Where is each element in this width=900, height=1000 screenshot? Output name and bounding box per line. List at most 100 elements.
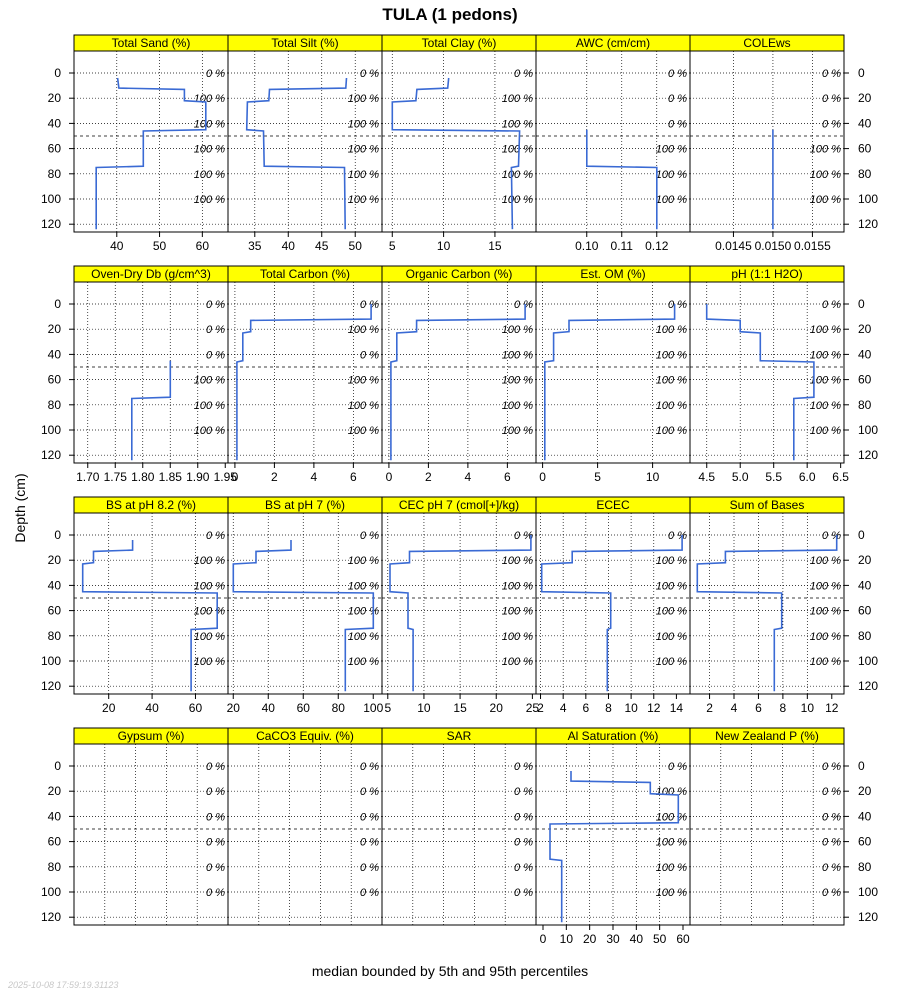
pct-label: 0 % <box>822 299 841 311</box>
pct-label: 100 % <box>810 144 841 156</box>
x-tick-label: 4 <box>465 470 472 484</box>
pct-label: 100 % <box>656 324 687 336</box>
x-tick-label: 0.0150 <box>755 239 792 253</box>
x-tick-label: 8 <box>605 701 612 715</box>
panel-title: Total Carbon (%) <box>260 267 350 281</box>
pct-label: 100 % <box>348 194 379 206</box>
panel-18: SAR 0 % 0 % 0 % 0 % 0 % 0 % <box>381 727 537 926</box>
pct-label: 100 % <box>348 169 379 181</box>
pct-label: 100 % <box>194 194 225 206</box>
x-tick-label: 4 <box>560 701 567 715</box>
y-tick-label: 60 <box>858 373 872 387</box>
x-tick-label: 40 <box>630 932 644 946</box>
x-tick-label: 5 <box>389 239 396 253</box>
pct-label: 0 % <box>668 118 687 130</box>
panel-6: Oven-Dry Db (g/cm^3) 0 % 0 % 0 % 100 % 100 % 1… <box>73 265 237 484</box>
pct-label: 0 % <box>668 68 687 80</box>
median-profile-line <box>95 77 207 230</box>
y-tick-label: 0 <box>858 528 865 542</box>
y-tick-label: 80 <box>48 398 62 412</box>
pct-label: 0 % <box>360 68 379 80</box>
y-tick-label: 60 <box>48 835 62 849</box>
pct-label: 100 % <box>810 375 841 387</box>
pct-label: 100 % <box>194 425 225 437</box>
y-tick-label: 0 <box>54 528 61 542</box>
x-tick-label: 50 <box>653 932 667 946</box>
pct-label: 0 % <box>668 761 687 773</box>
panel-title: BS at pH 8.2 (%) <box>106 498 196 512</box>
panel-8: Organic Carbon (%) 0 % 100 % 100 % 100 % 100 … <box>381 265 537 484</box>
pct-label: 0 % <box>360 887 379 899</box>
pct-label: 100 % <box>810 631 841 643</box>
y-tick-label: 120 <box>41 448 61 462</box>
pct-label: 100 % <box>502 606 533 618</box>
median-profile-line <box>549 771 680 923</box>
x-tick-label: 15 <box>453 701 467 715</box>
panel-frame <box>689 743 845 926</box>
pct-label: 100 % <box>502 93 533 105</box>
y-tick-label: 80 <box>48 629 62 643</box>
pct-label: 100 % <box>348 93 379 105</box>
panel-title: Oven-Dry Db (g/cm^3) <box>91 267 211 281</box>
x-tick-label: 30 <box>606 932 620 946</box>
panel-title: Total Clay (%) <box>422 36 497 50</box>
y-tick-label: 100 <box>858 192 878 206</box>
pct-label: 100 % <box>502 580 533 592</box>
pct-label: 0 % <box>360 862 379 874</box>
median-profile-line <box>391 77 521 230</box>
y-tick-label: 60 <box>858 604 872 618</box>
pct-label: 0 % <box>822 786 841 798</box>
pct-label: 100 % <box>194 144 225 156</box>
pct-label: 0 % <box>514 887 533 899</box>
pct-label: 0 % <box>360 811 379 823</box>
x-tick-label: 2 <box>537 701 544 715</box>
pct-label: 0 % <box>206 761 225 773</box>
x-tick-label: 10 <box>560 932 574 946</box>
x-tick-label: 10 <box>646 470 660 484</box>
x-tick-label: 50 <box>349 239 363 253</box>
x-tick-label: 6 <box>582 701 589 715</box>
y-tick-label: 0 <box>858 759 865 773</box>
pct-label: 100 % <box>348 631 379 643</box>
pct-label: 100 % <box>502 555 533 567</box>
median-profile-line <box>390 304 526 461</box>
pct-label: 100 % <box>194 93 225 105</box>
panel-3: Total Clay (%) 0 % 100 % 100 % 100 % 100 % 100… <box>381 34 537 253</box>
pct-label: 0 % <box>206 68 225 80</box>
y-tick-label: 20 <box>858 784 872 798</box>
median-profile-line <box>696 535 838 692</box>
pct-label: 0 % <box>668 299 687 311</box>
pct-label: 100 % <box>348 555 379 567</box>
panel-title: Total Silt (%) <box>271 36 338 50</box>
pct-label: 100 % <box>656 400 687 412</box>
y-tick-label: 100 <box>858 654 878 668</box>
x-tick-label: 4.5 <box>698 470 715 484</box>
panel-title: ECEC <box>596 498 630 512</box>
median-profile-line <box>81 540 218 692</box>
pct-label: 100 % <box>810 349 841 361</box>
y-tick-label: 80 <box>48 860 62 874</box>
panel-title: pH (1:1 H2O) <box>731 267 802 281</box>
y-tick-label: 40 <box>858 809 872 823</box>
panel-frame <box>73 743 229 926</box>
pct-label: 100 % <box>502 118 533 130</box>
x-tick-label: 4 <box>311 470 318 484</box>
pct-label: 0 % <box>514 786 533 798</box>
y-tick-label: 80 <box>858 629 872 643</box>
y-tick-label: 20 <box>48 322 62 336</box>
x-tick-label: 5.5 <box>765 470 782 484</box>
pct-label: 100 % <box>810 324 841 336</box>
timestamp: 2025-10-08 17:59:19.31123 <box>8 980 119 990</box>
y-tick-label: 100 <box>41 654 61 668</box>
y-tick-label: 40 <box>858 578 872 592</box>
median-profile-line <box>389 535 532 692</box>
pct-label: 0 % <box>822 530 841 542</box>
pct-label: 100 % <box>194 606 225 618</box>
pct-label: 100 % <box>656 194 687 206</box>
pct-label: 0 % <box>514 761 533 773</box>
y-tick-label: 0 <box>858 297 865 311</box>
pct-label: 100 % <box>194 580 225 592</box>
panel-frame <box>227 743 383 926</box>
y-tick-label: 100 <box>41 885 61 899</box>
